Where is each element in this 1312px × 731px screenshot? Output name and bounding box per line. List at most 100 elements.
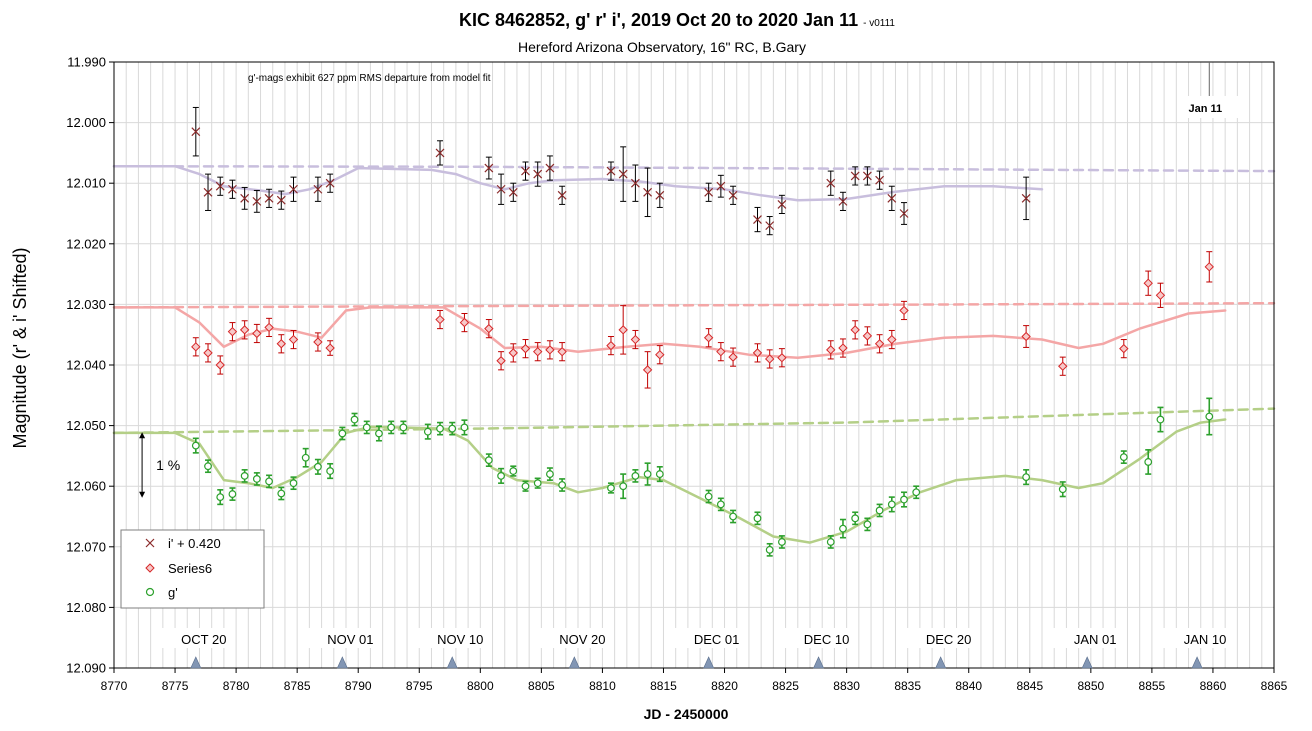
rms-note: g'-mags exhibit 627 ppm RMS departure fr… [248,73,491,84]
x-tick-label: 8855 [1139,679,1166,693]
data-point-x [728,190,738,200]
data-point-circle [191,441,200,450]
jan11-label: Jan 11 [1188,103,1222,115]
data-point-x [264,193,274,203]
month-label-background [414,628,491,648]
legend-diamond-marker [145,563,155,573]
data-point-diamond [484,323,494,334]
model-curve-fit [112,418,1227,544]
data-point-circle [484,456,493,465]
chart-subtitle: Hereford Arizona Observatory, 16" RC, B.… [518,39,806,55]
month-label-background [670,628,747,648]
data-point-circle [326,467,335,475]
data-point-circle [289,479,298,488]
data-point-circle [765,545,774,554]
data-point-diamond [874,339,885,349]
data-point-circle [265,477,273,486]
data-point-x [545,163,555,173]
model-curve-reference-dashed [112,164,1276,173]
data-point-circle [216,493,225,502]
data-point-x [1021,193,1031,203]
data-point-circle [460,423,469,432]
legend: i' + 0.420 Series6 g' [120,529,265,609]
data-point-x [240,193,250,203]
data-point-diamond [1143,278,1153,288]
x-tick-label: 8845 [1016,679,1043,693]
data-point-circle [252,475,261,483]
x-tick-label: 8805 [528,679,555,693]
data-point-x [508,187,518,197]
x-axis-label: JD - 2450000 [644,706,729,722]
y-tick-label: 12.020 [66,236,106,251]
data-point-circle [314,462,322,471]
data-point-circle [607,484,615,492]
y-tick-label: 12.050 [66,418,106,433]
data-point-diamond [203,348,213,358]
data-point-circle [204,462,212,471]
month-marker-triangle [1081,656,1093,669]
data-point-diamond [642,365,653,375]
data-point-diamond [655,349,665,360]
y-tick-label: 12.030 [66,297,106,312]
data-point-diamond [899,305,909,316]
data-point-circle [436,424,444,433]
data-point-diamond [288,334,299,345]
data-point-circle [399,423,408,432]
data-point-circle [350,415,359,424]
month-marker-triangle [813,656,825,669]
month-marker-triangle [703,656,715,669]
y-tick-label: 12.000 [66,115,106,130]
data-point-x [899,209,909,218]
month-label: NOV 10 [437,632,483,647]
data-point-diamond [826,345,836,355]
series-diamond [191,251,1214,389]
data-point-circle [1058,485,1067,494]
data-point-diamond [252,328,262,339]
data-point-diamond [606,340,616,351]
data-point-diamond [887,334,897,345]
data-point-x [704,187,714,197]
data-point-circle [387,423,396,432]
x-tick-label: 8815 [650,679,677,693]
data-point-circle [533,479,542,488]
legend-box [120,529,265,609]
data-point-circle [887,500,896,509]
legend-x-marker [145,538,155,548]
legend-label-i: i' + 0.420 [168,536,221,551]
data-point-circle [1205,412,1214,421]
month-label-background [1159,628,1236,648]
jan11-marker: Jan 11 [1177,62,1240,118]
data-point-diamond [703,333,714,343]
data-point-circle [863,520,872,529]
chart-title-version: - v0111 [863,18,895,29]
chart-title: KIC 8462852, g' r' i', 2019 Oct 20 to 20… [459,10,895,30]
data-point-circle [362,423,371,432]
data-point-circle [497,471,505,480]
data-point-diamond [728,352,738,362]
data-point-x [203,187,213,197]
data-point-diamond [838,343,848,353]
data-point-x [289,184,298,194]
data-point-circle [631,471,640,480]
data-point-diamond [435,314,445,325]
y-axis-label: Magnitude (r' & i' Shifted) [10,248,30,449]
data-point-diamond [1204,262,1214,272]
scale-bar-label: 1 % [156,457,180,473]
x-tick-label: 8830 [833,679,860,693]
data-point-circle [1119,453,1128,462]
data-point-x [777,199,787,209]
month-marker-triangle [336,656,348,669]
x-tick-label: 8775 [162,679,189,693]
data-point-circle [875,506,884,515]
chart-title-main: KIC 8462852, g' r' i', 2019 Oct 20 to 20… [459,10,858,30]
data-point-diamond [618,325,628,335]
x-tick-label: 8835 [894,679,921,693]
data-point-diamond [313,337,323,347]
legend-label-series6: Series6 [168,561,212,576]
jan11-label-background [1177,96,1240,118]
data-point-x [630,178,640,188]
data-point-circle [521,482,530,491]
data-point-x [215,181,225,191]
x-tick-label: 8790 [345,679,372,693]
y-tick-label: 12.070 [66,539,106,554]
